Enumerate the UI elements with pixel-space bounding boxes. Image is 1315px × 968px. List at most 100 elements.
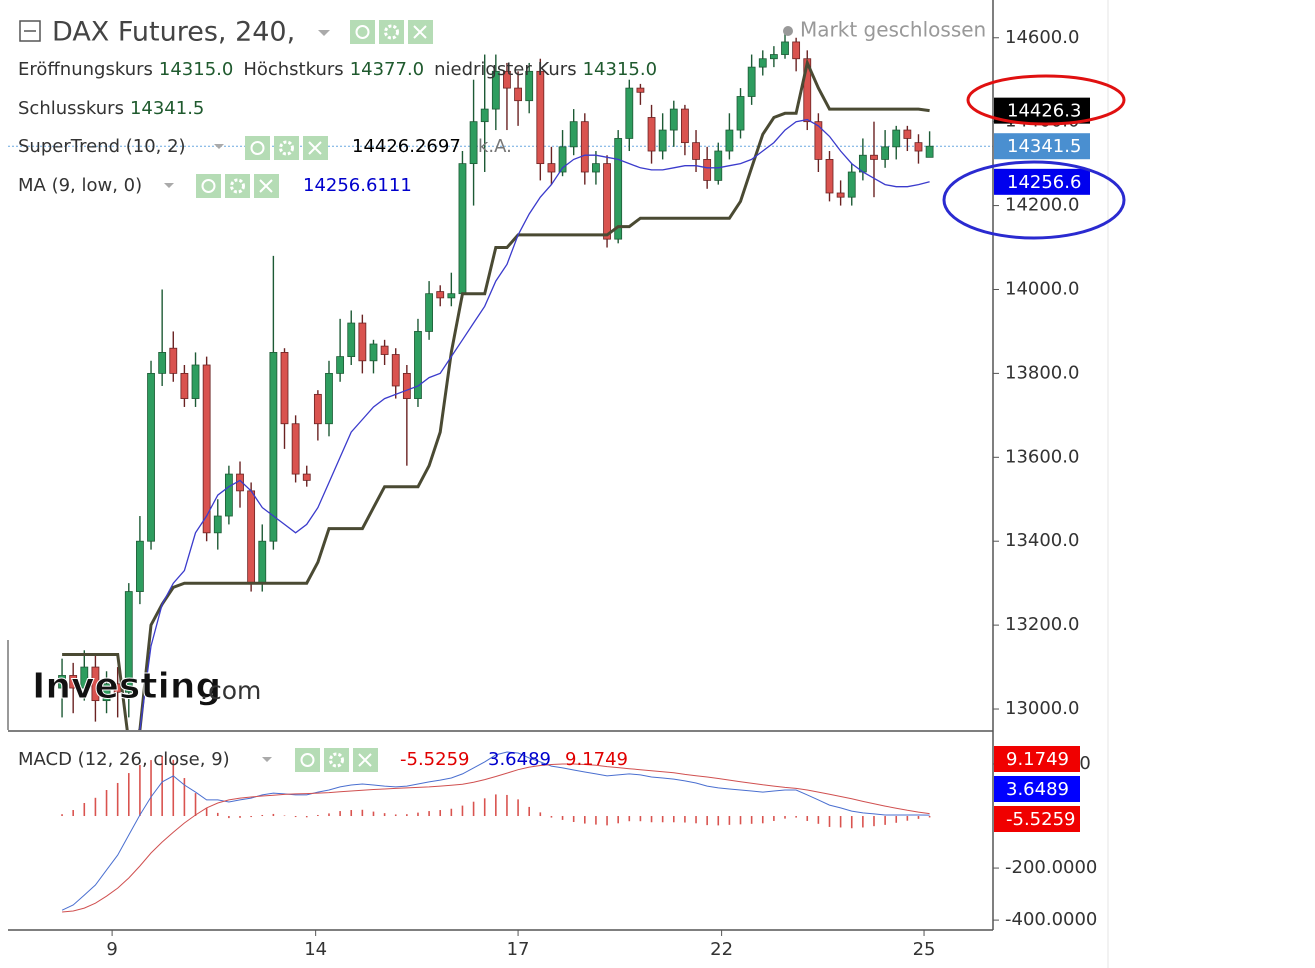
indicator-button[interactable] [245,136,270,160]
close-icon [358,753,372,767]
candle-body [792,41,801,60]
candle-body [258,540,267,584]
macd-signal-value: 9.1749 [565,749,628,770]
axis-value-label: 3.6489 [1006,779,1069,800]
candle-body [803,58,812,123]
axes: 13000.0 13200.0 13400.0 13600.0 13800.0 14000… [7,0,1097,960]
close-label: Schlusskurs [18,98,124,119]
axis-value-label: -5.5259 [1006,809,1075,830]
macd-line [62,763,930,913]
candle-body [547,163,556,173]
y-tick-label: 14600.0 [1005,27,1079,48]
indicator-button[interactable] [196,174,221,198]
indicator-button[interactable] [379,20,404,44]
supertrend-legend: SuperTrend (10, 2) [18,136,186,157]
candle-body [58,675,66,689]
close-value: 14341.5 [130,98,204,119]
ohlc-legend: Eröffnungskurs 14315.0 Höchstkurs 14377.0 ni… [18,59,657,80]
y-tick-label: 13600.0 [1005,446,1079,467]
candle-body [747,66,756,97]
axis-value-label: 14341.5 [1007,136,1081,157]
gear-icon [230,178,245,194]
candle-body [669,108,678,131]
x-tick-label: 9 [106,939,117,960]
close-icon [259,179,273,193]
candle-body [269,352,278,542]
macd-legend: MACD (12, 26, close, 9) [18,749,230,770]
axis-value-box [994,746,1080,772]
dropdown-arrow[interactable] [318,30,330,36]
y-tick-label: 13400.0 [1005,530,1079,551]
candle-body [847,171,856,198]
candle-body [825,159,834,194]
candle-body [191,364,200,399]
candle-body [836,192,845,198]
axis-value-box [994,97,1090,124]
chart-title: DAX Futures, 240, [52,17,295,48]
axis-value-label: 14426.3 [1007,101,1081,122]
na-label: k.A. [478,136,512,157]
axis-value-box [994,776,1080,802]
watermark-suffix: .com [200,676,261,705]
collapse-button[interactable] [19,20,41,42]
axis-value-box [994,806,1080,832]
indicator-button[interactable] [350,20,375,44]
candle-body [503,70,511,89]
candle-body [736,96,745,131]
candle-body [870,154,878,160]
indicator-line [62,58,930,730]
candle-body [147,372,155,542]
candle-body [102,683,111,702]
eye-icon [250,141,265,155]
candle-body [336,356,345,374]
axis-value-label: 9.1749 [1006,749,1069,770]
candle-body [136,540,144,592]
x-tick-label: 25 [913,939,936,960]
candle-body [814,121,823,160]
open-label: Eröffnungskurs [18,59,153,80]
eye-icon [201,179,216,193]
candle-body [313,393,322,425]
ma-legend: MA (9, low, 0) [18,175,142,196]
high-label: Höchstkurs [243,59,343,80]
supertrend-value: 14426.2697 [352,136,461,157]
y-tick-label: 13000.0 [1005,698,1079,719]
candle-body [469,121,478,165]
candle-body [124,591,133,693]
candle-body [592,163,600,173]
high-value: 14377.0 [350,59,424,80]
candle-body [525,70,534,102]
indicator-button[interactable] [274,136,299,160]
candle-body [914,142,923,152]
candle-body [224,473,233,517]
indicator-button[interactable] [324,748,349,772]
candle-body [769,54,778,60]
y-tick-label: 13800.0 [1005,362,1079,383]
indicator-button[interactable] [225,174,250,198]
candle-body [625,87,634,139]
price-panel [8,33,993,730]
candle-body [681,108,689,144]
candle-body [414,331,422,399]
market-status: Markt geschlossen [800,18,986,42]
candle-body [703,159,712,181]
candle-body [580,121,589,173]
y-tick-label: -200.0000 [1005,857,1097,878]
close-icon [413,25,427,39]
indicator-button[interactable] [295,748,320,772]
candle-body [925,145,934,158]
candle-body [725,129,734,152]
indicator-line [139,118,930,730]
candle-body [291,423,300,475]
candle-body [692,142,700,160]
axis-value-boxes: 14426.3 14256.6 14341.5 9.1749 3.6489 -5.5259 [994,97,1090,832]
legend: DAX Futures, 240, Markt geschlossen Eröf… [18,17,986,771]
candle-body [302,473,311,481]
candle-body [80,666,89,689]
candle-body [569,121,578,148]
low-value: 14315.0 [583,59,657,80]
indicator-buttons [196,20,433,772]
candle-body [347,322,356,358]
candle-body [514,87,522,102]
